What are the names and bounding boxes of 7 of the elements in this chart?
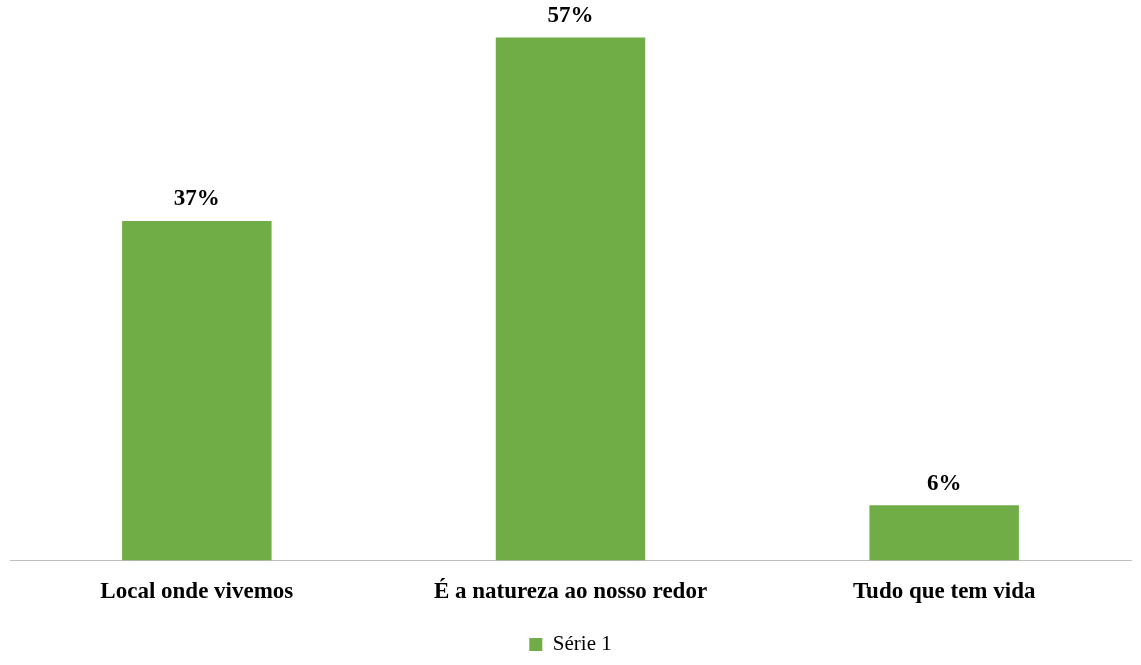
legend-label: Série 1 (552, 631, 612, 656)
x-tick-label: Local onde vivemos (100, 578, 294, 604)
data-label: 6% (926, 469, 962, 495)
data-label: 57% (547, 1, 594, 27)
x-tick-label: É a natureza ao nosso redor (433, 578, 708, 604)
data-label: 37% (173, 185, 220, 211)
x-tick-label: Tudo que tem vida (852, 578, 1036, 604)
